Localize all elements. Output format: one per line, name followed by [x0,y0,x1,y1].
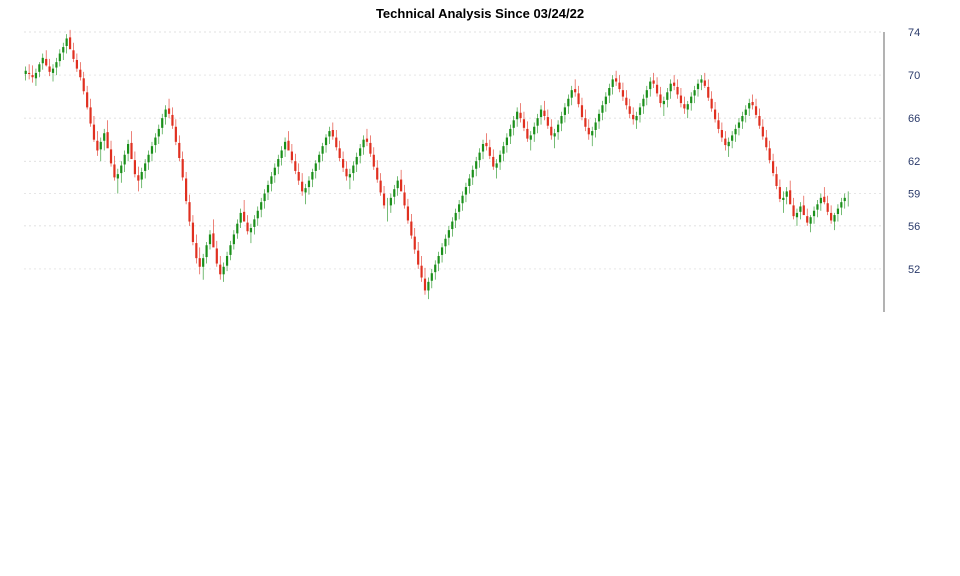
price-y-tick: 66 [908,113,920,125]
price-y-tick: 62 [908,156,920,168]
chart-title: Technical Analysis Since 03/24/22 [376,6,584,21]
price-y-tick: 59 [908,189,920,201]
technical-analysis-chart: Technical Analysis Since 03/24/22 52 56 59 6… [0,0,960,576]
price-y-tick: 52 [908,264,920,276]
price-y-tick: 74 [908,27,920,39]
price-y-tick: 56 [908,221,920,233]
price-y-tick: 70 [908,70,920,82]
